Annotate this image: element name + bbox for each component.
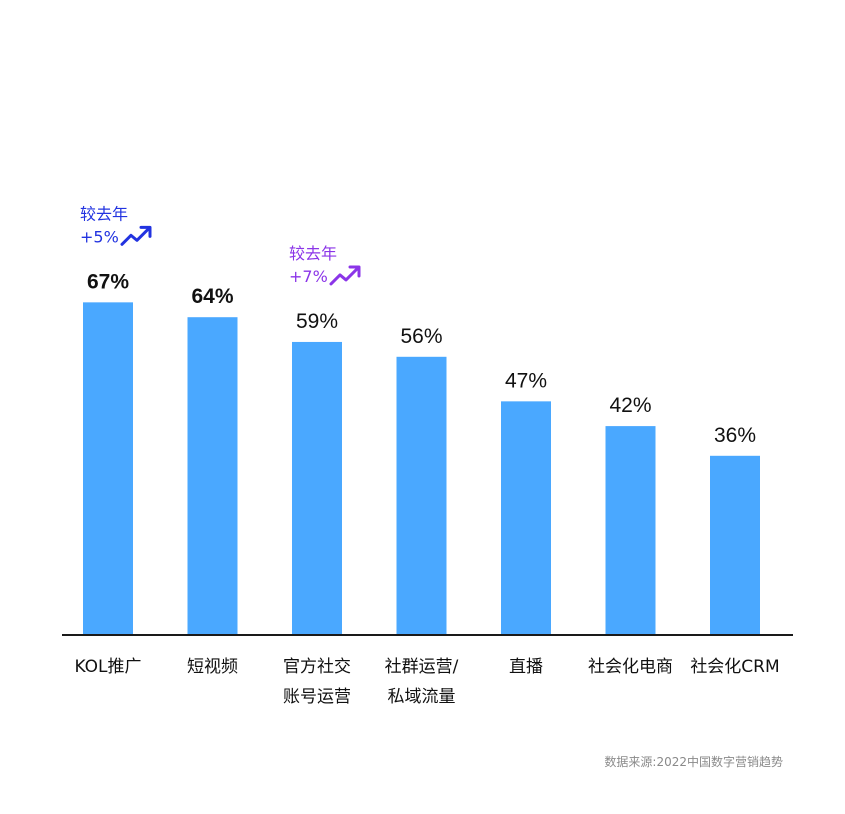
trend-up-icon <box>120 225 152 246</box>
bars-layer <box>83 302 760 634</box>
annotation-value: +5% <box>80 227 119 246</box>
value-label: 42% <box>609 394 651 417</box>
trend-up-icon-arrowhead <box>348 265 361 278</box>
value-label: 56% <box>400 325 442 348</box>
category-label: 社会化电商 <box>588 657 673 677</box>
value-label: 59% <box>296 310 338 333</box>
trend-up-icon-line <box>120 226 151 246</box>
category-label: 直播 <box>509 657 543 677</box>
bar <box>83 302 133 634</box>
category-label: 私域流量 <box>388 687 456 707</box>
bar <box>605 426 656 634</box>
value-label: 64% <box>191 285 233 308</box>
annotation-label: 较去年 <box>289 244 337 263</box>
value-label: 36% <box>714 424 756 447</box>
annotations-layer: 较去年 +5% 较去年 +7% <box>80 204 361 286</box>
category-label: KOL推广 <box>74 657 141 677</box>
trend-up-icon-arrowhead <box>139 225 152 238</box>
category-label: 社群运营/ <box>385 657 459 677</box>
bar <box>710 455 760 634</box>
category-label: 官方社交 <box>283 657 351 677</box>
value-label: 47% <box>505 369 547 392</box>
value-label: 67% <box>87 270 129 293</box>
category-label: 账号运营 <box>283 687 351 707</box>
bar <box>501 401 551 634</box>
source-note: 数据来源:2022中国数字营销趋势 <box>604 755 783 769</box>
bar <box>292 341 342 634</box>
annotation-value: +7% <box>289 267 328 286</box>
category-label: 社会化CRM <box>690 657 779 677</box>
bar <box>187 317 238 634</box>
category-label: 短视频 <box>187 657 238 677</box>
trend-up-icon-line <box>329 266 360 286</box>
trend-up-icon <box>329 265 361 286</box>
annotation-label: 较去年 <box>80 204 128 223</box>
bar <box>396 356 447 634</box>
